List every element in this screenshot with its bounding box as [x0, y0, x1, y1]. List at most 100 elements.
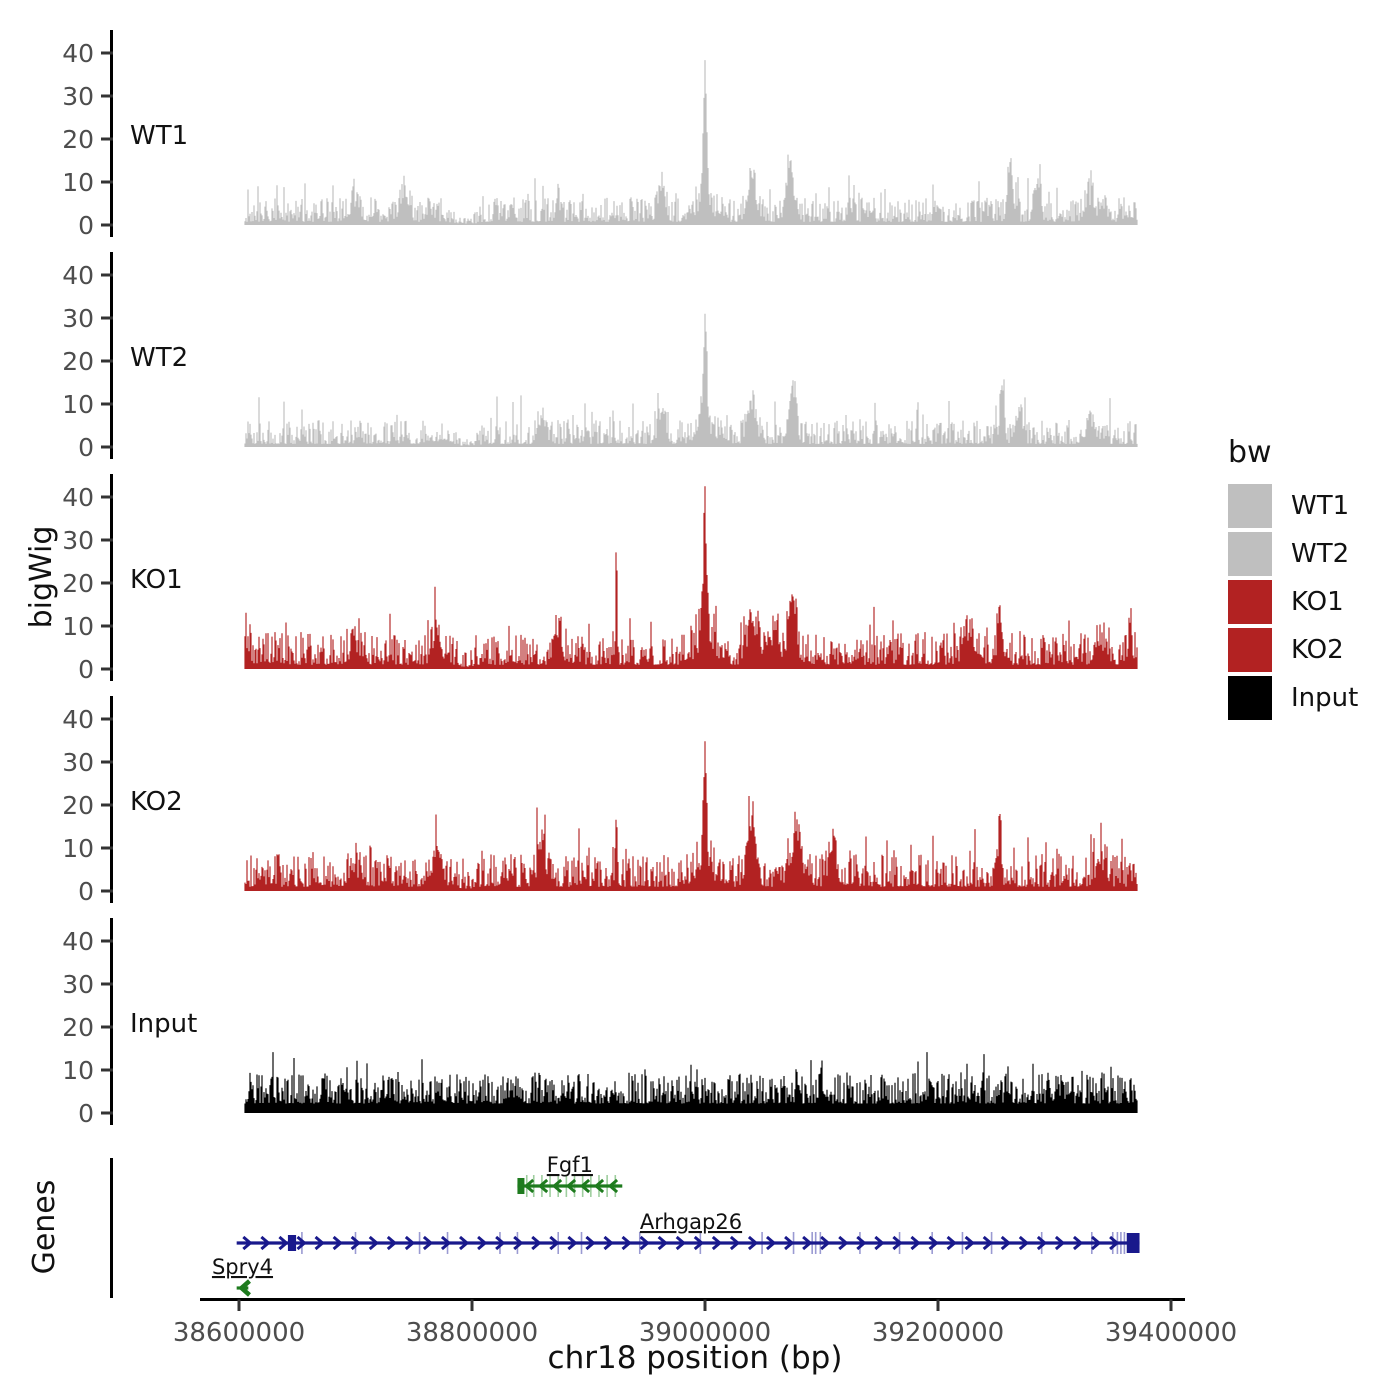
strand-arrow-spry4	[238, 1279, 251, 1297]
coverage-area	[244, 60, 1138, 225]
legend-swatch-wt2	[1228, 532, 1272, 576]
y-tick-label: 10	[62, 168, 94, 197]
y-tick-label: 30	[62, 748, 94, 777]
track-label: Input	[130, 1009, 197, 1039]
y-tick-label: 0	[78, 433, 94, 462]
strand-arrow-arhgap26	[892, 1235, 903, 1251]
gene-endbox-arhgap26	[1126, 1233, 1140, 1253]
y-tick-label: 20	[62, 1013, 94, 1042]
strand-arrow-arhgap26	[477, 1235, 488, 1251]
legend-label: KO1	[1291, 587, 1344, 617]
legend-item-wt2: WT2	[1228, 532, 1358, 576]
strand-arrow-arhgap26	[729, 1235, 741, 1251]
x-axis: 38600000 38800000 39000000 39200000 39400000	[173, 1298, 1237, 1348]
genes-panel: Fgf1 Arhgap26 Spry4	[110, 1155, 1140, 1298]
y-tick-label: 40	[62, 705, 94, 734]
legend-items: WT1 WT2 KO1 KO2 Input	[1228, 484, 1358, 720]
strand-arrow-arhgap26	[350, 1235, 361, 1251]
strand-arrow-arhgap26	[820, 1235, 831, 1251]
strand-arrow-arhgap26	[946, 1235, 957, 1251]
x-tick-label: 39400000	[1105, 1318, 1237, 1348]
strand-arrow-arhgap26	[278, 1235, 289, 1251]
strand-arrow-arhgap26	[982, 1235, 993, 1251]
gene-label-fgf1: Fgf1	[547, 1155, 593, 1177]
y-tick-label: 0	[78, 1099, 94, 1128]
strand-arrow-arhgap26	[567, 1235, 578, 1251]
y-tick-label: 0	[78, 877, 94, 906]
strand-arrow-arhgap26	[784, 1235, 795, 1251]
strand-arrow-arhgap26	[1000, 1235, 1012, 1251]
coverage-track-wt2: 0 10 20 30 40 WT2	[62, 252, 1138, 462]
legend-label: WT1	[1291, 491, 1350, 521]
y-tick-label: 0	[78, 211, 94, 240]
strand-arrow-arhgap26	[314, 1235, 325, 1251]
legend-swatch-ko1	[1228, 580, 1272, 624]
y-tick-label: 20	[62, 569, 94, 598]
track-label: WT1	[130, 121, 188, 151]
strand-arrow-arhgap26	[874, 1235, 885, 1251]
strand-arrow-arhgap26	[856, 1235, 867, 1251]
gene-label-arhgap26: Arhgap26	[640, 1210, 742, 1234]
strand-arrow-arhgap26	[242, 1235, 253, 1251]
strand-arrow-arhgap26	[1036, 1235, 1048, 1251]
strand-arrow-arhgap26	[621, 1235, 632, 1251]
strand-arrow-arhgap26	[711, 1235, 723, 1251]
strand-arrow-arhgap26	[513, 1235, 524, 1251]
strand-arrow-fgf1	[593, 1178, 605, 1194]
strand-arrow-arhgap26	[675, 1235, 686, 1251]
legend: bw WT1 WT2 KO1 KO2 Input	[1228, 435, 1358, 724]
track-label: WT2	[130, 343, 188, 373]
y-tick-label: 40	[62, 261, 94, 290]
strand-arrow-arhgap26	[964, 1235, 975, 1251]
strand-arrow-fgf1	[523, 1178, 535, 1194]
strand-arrow-arhgap26	[495, 1235, 506, 1251]
strand-arrow-arhgap26	[1054, 1235, 1066, 1251]
strand-arrow-arhgap26	[747, 1235, 759, 1251]
track-label: KO2	[130, 787, 183, 817]
y-tick-label: 10	[62, 1056, 94, 1085]
strand-arrow-arhgap26	[928, 1235, 939, 1251]
coverage-track-input: 0 10 20 30 40 Input	[62, 918, 1138, 1128]
y-tick-label: 20	[62, 347, 94, 376]
strand-arrow-arhgap26	[1109, 1235, 1120, 1251]
strand-arrow-arhgap26	[657, 1235, 668, 1251]
track-label: KO1	[130, 565, 183, 595]
strand-arrow-arhgap26	[1091, 1235, 1102, 1251]
strand-arrow-arhgap26	[332, 1235, 343, 1251]
legend-label: WT2	[1291, 539, 1350, 569]
strand-arrow-arhgap26	[368, 1235, 380, 1251]
y-tick-label: 20	[62, 125, 94, 154]
strand-arrow-arhgap26	[440, 1235, 452, 1251]
y-tick-label: 10	[62, 612, 94, 641]
strand-arrow-fgf1	[551, 1178, 563, 1194]
strand-arrow-arhgap26	[910, 1235, 921, 1251]
coverage-area	[244, 313, 1138, 447]
coverage-track-wt1: 0 10 20 30 40 WT1	[62, 30, 1138, 240]
y-tick-label: 0	[78, 655, 94, 684]
strand-arrow-arhgap26	[531, 1235, 542, 1251]
y-tick-label: 30	[62, 970, 94, 999]
legend-title: bw	[1228, 435, 1272, 470]
strand-arrow-fgf1	[565, 1178, 577, 1194]
strand-arrow-arhgap26	[766, 1235, 777, 1251]
legend-label: Input	[1291, 683, 1359, 713]
strand-arrow-fgf1	[607, 1178, 619, 1194]
legend-item-ko2: KO2	[1228, 628, 1358, 672]
strand-arrow-arhgap26	[549, 1235, 560, 1251]
x-tick-label: 38600000	[173, 1318, 305, 1348]
gene-box-fgf1	[517, 1178, 525, 1194]
strand-arrow-arhgap26	[386, 1235, 398, 1251]
strand-arrow-arhgap26	[260, 1235, 271, 1251]
y-tick-label: 30	[62, 526, 94, 555]
legend-item-input: Input	[1228, 676, 1358, 720]
strand-arrow-fgf1	[579, 1178, 591, 1194]
strand-arrow-arhgap26	[585, 1235, 596, 1251]
x-tick-label: 38800000	[406, 1318, 538, 1348]
strand-arrow-arhgap26	[404, 1235, 416, 1251]
legend-swatch-ko2	[1228, 628, 1272, 672]
gene-label-spry4: Spry4	[212, 1255, 273, 1279]
strand-arrow-arhgap26	[1072, 1235, 1084, 1251]
legend-swatch-wt1	[1228, 484, 1272, 528]
strand-arrow-arhgap26	[603, 1235, 614, 1251]
